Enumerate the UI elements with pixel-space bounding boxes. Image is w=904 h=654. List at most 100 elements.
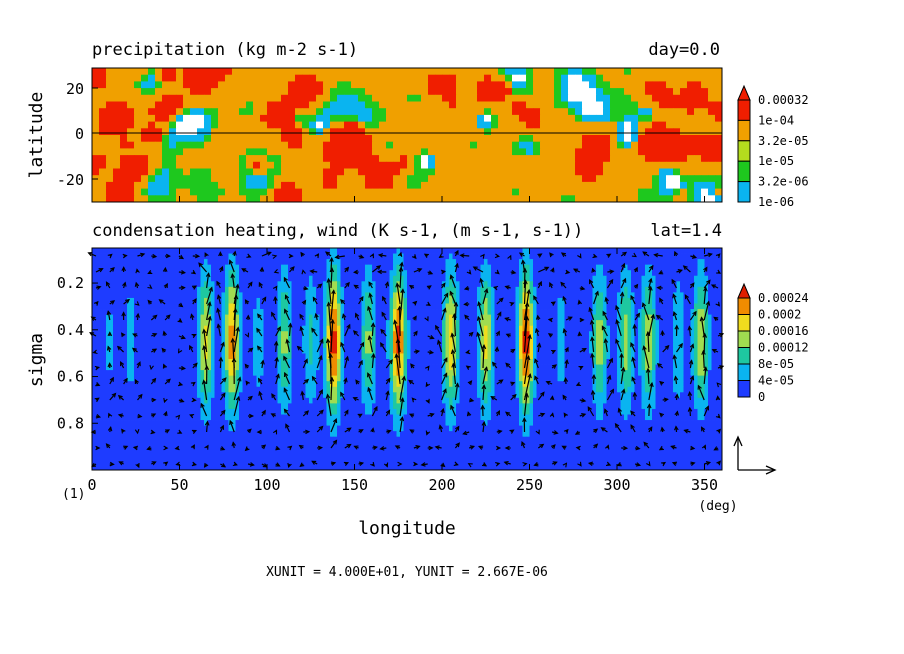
heating-cell <box>606 259 611 266</box>
heating-cell <box>589 297 593 304</box>
precip-cell <box>491 135 499 143</box>
heating-cell <box>540 253 544 260</box>
heating-cell <box>512 292 516 299</box>
precip-cell <box>533 181 541 189</box>
heating-cell <box>592 286 597 293</box>
heating-cell <box>613 281 618 288</box>
heating-cell <box>179 342 184 349</box>
precip-cell <box>169 114 177 122</box>
precip-cell <box>477 155 485 163</box>
heating-cell <box>459 314 464 321</box>
heating-cell <box>106 314 110 321</box>
heating-cell <box>435 270 439 277</box>
precip-cell <box>288 101 296 109</box>
precip-cell <box>225 188 233 196</box>
precip-cell <box>148 181 156 189</box>
heating-cell <box>274 264 278 271</box>
heating-cell <box>452 275 457 282</box>
heating-cell <box>613 309 618 315</box>
precip-cell <box>589 155 597 163</box>
precip-cell <box>393 68 401 76</box>
precip-cell <box>400 168 408 176</box>
heating-cell <box>414 248 418 254</box>
heating-cell <box>358 325 362 332</box>
precip-cell <box>274 188 282 196</box>
heating-cell <box>655 325 660 332</box>
heating-cell <box>102 259 107 266</box>
precip-cell <box>232 155 240 163</box>
precip-cell <box>554 114 562 122</box>
precip-cell <box>638 175 646 183</box>
heating-cell <box>396 270 401 277</box>
heating-cell <box>701 297 705 304</box>
heating-cell <box>288 320 292 327</box>
heating-cell <box>267 325 271 332</box>
precip-cell <box>428 68 436 76</box>
heating-cell <box>249 259 254 266</box>
heating-cell <box>176 320 180 327</box>
heating-cell <box>445 253 450 260</box>
heating-cell <box>669 253 674 260</box>
precip-cell <box>393 141 401 149</box>
heating-cell <box>561 303 565 310</box>
heating-cell <box>333 336 338 343</box>
precip-cell <box>533 121 541 129</box>
precip-cell <box>701 81 709 89</box>
precip-cell <box>589 195 597 203</box>
heating-cell <box>715 297 719 304</box>
heating-cell <box>680 320 684 327</box>
heating-cell <box>414 275 418 282</box>
heating-cell <box>407 331 411 338</box>
heating-cell <box>102 303 107 310</box>
heating-cell <box>379 264 383 271</box>
heating-cell <box>263 320 268 327</box>
precip-cell <box>575 128 583 136</box>
heating-cell <box>470 275 474 282</box>
heating-cell <box>144 248 149 254</box>
heating-cell <box>575 259 579 266</box>
heating-cell <box>354 342 359 349</box>
heating-cell <box>277 264 282 271</box>
precip-cell <box>337 175 345 183</box>
heating-cell <box>102 270 107 277</box>
precip-cell <box>589 181 597 189</box>
precip-cell <box>372 68 380 76</box>
heating-cell <box>529 275 534 282</box>
precip-cell <box>477 195 485 203</box>
heating-cell <box>466 331 471 338</box>
heating-cell <box>613 259 618 266</box>
heating-cell <box>718 303 723 310</box>
heating-cell <box>613 331 618 338</box>
heating-cell <box>477 259 481 266</box>
precip-cell <box>400 188 408 196</box>
precip-cell <box>267 121 275 129</box>
heating-cell <box>116 342 121 349</box>
precip-cell <box>512 141 520 149</box>
heating-cell <box>260 275 264 282</box>
precip-cell <box>246 175 254 183</box>
heating-cell <box>676 292 681 299</box>
heating-cell <box>533 259 537 266</box>
heating-cell <box>568 281 572 288</box>
precip-cell <box>596 101 604 109</box>
heating-cell <box>155 264 159 271</box>
heating-cell <box>340 331 345 338</box>
heating-cell <box>274 331 278 338</box>
precip-cell <box>309 175 317 183</box>
heating-cell <box>190 336 194 343</box>
heating-cell <box>568 275 572 282</box>
heating-cell <box>575 320 579 327</box>
heating-cell <box>333 325 338 332</box>
precip-cell <box>260 81 268 89</box>
precip-cell <box>225 81 233 89</box>
precip-cell <box>295 121 303 129</box>
heating-cell <box>330 297 334 304</box>
heating-cell <box>533 336 537 343</box>
heating-cell <box>484 270 488 277</box>
precip-cbar-swatch <box>737 140 751 162</box>
precip-cell <box>645 188 653 196</box>
heating-cell <box>638 320 642 327</box>
precip-cell <box>575 181 583 189</box>
precip-cell <box>246 195 254 203</box>
precip-cell <box>428 155 436 163</box>
